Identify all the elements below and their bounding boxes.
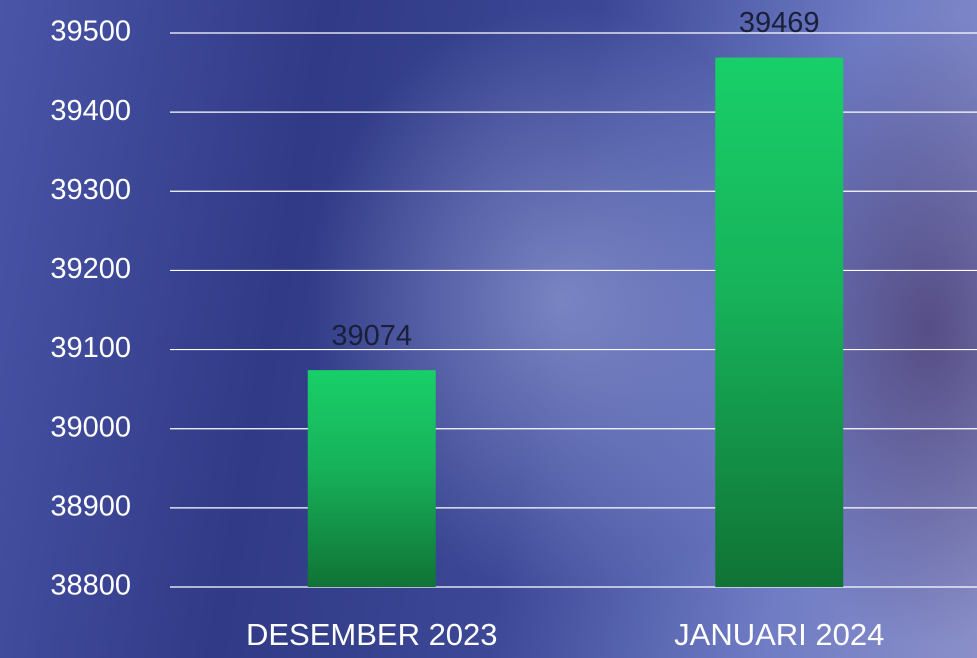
y-tick-label: 39500	[50, 16, 131, 48]
value-label: 39074	[331, 320, 412, 352]
y-tick-label: 38800	[50, 570, 131, 602]
y-tick-label: 39100	[50, 332, 131, 364]
chart: 38800 38900 39000 39100 39200 39300 39400 39500…	[0, 0, 977, 658]
y-tick-label: 38900	[50, 491, 131, 523]
y-tick-label: 39400	[50, 95, 131, 127]
y-tick-label: 39300	[50, 174, 131, 206]
y-tick-label: 39000	[50, 411, 131, 443]
bar	[308, 370, 436, 587]
page: 38800 38900 39000 39100 39200 39300 39400 39500…	[0, 0, 977, 658]
y-tick-label: 39200	[50, 253, 131, 285]
bar	[715, 58, 843, 587]
x-tick-label: JANUARI 2024	[674, 617, 884, 652]
x-tick-label: DESEMBER 2023	[246, 617, 498, 652]
value-label: 39469	[739, 7, 820, 39]
